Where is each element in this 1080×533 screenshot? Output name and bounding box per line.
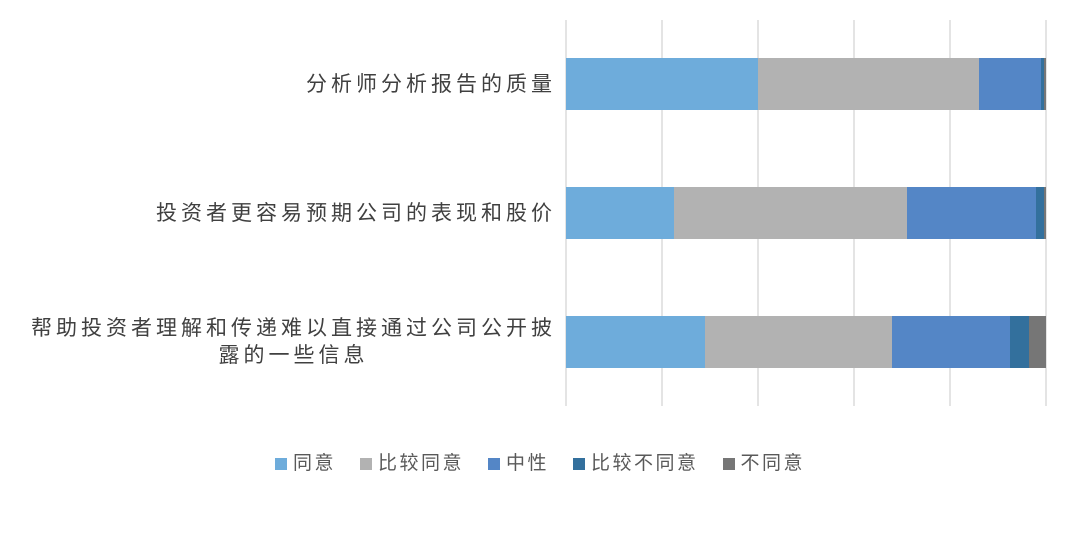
segment-同意 bbox=[566, 315, 706, 368]
segment-比较同意 bbox=[758, 58, 979, 111]
segment-比较不同意 bbox=[1036, 187, 1044, 239]
plot-area bbox=[565, 20, 1047, 406]
gridline-100pct bbox=[1045, 20, 1047, 406]
legend: 同意 比较同意 中性 比较不同意 不同意 bbox=[0, 451, 1080, 477]
legend-label: 比较不同意 bbox=[591, 453, 699, 474]
segment-不同意 bbox=[1043, 187, 1046, 239]
legend-item-同意: 同意 bbox=[274, 451, 336, 477]
bar-row-2 bbox=[566, 187, 1046, 239]
segment-比较同意 bbox=[705, 315, 893, 368]
category-label-1: 分析师分析报告的质量 bbox=[306, 71, 556, 96]
legend-label: 比较同意 bbox=[377, 453, 464, 474]
segment-比较不同意 bbox=[1041, 58, 1044, 111]
legend-label: 中性 bbox=[505, 453, 549, 474]
legend-item-不同意: 不同意 bbox=[722, 451, 806, 477]
legend-label: 同意 bbox=[292, 453, 336, 474]
segment-比较同意 bbox=[674, 187, 907, 239]
legend-item-比较不同意: 比较不同意 bbox=[573, 451, 699, 477]
legend-swatch-icon bbox=[359, 457, 372, 470]
legend-swatch-icon bbox=[573, 457, 585, 470]
segment-中性 bbox=[892, 315, 1010, 368]
segment-同意 bbox=[566, 58, 758, 111]
legend-item-中性: 中性 bbox=[487, 451, 549, 477]
category-label-3: 帮助投资者理解和传递难以直接通过公司公开披 露的一些信息 bbox=[31, 315, 556, 367]
segment-中性 bbox=[906, 187, 1037, 239]
bar-row-1 bbox=[566, 58, 1046, 111]
segment-不同意 bbox=[1029, 315, 1046, 368]
segment-不同意 bbox=[1043, 58, 1046, 111]
legend-swatch-icon bbox=[487, 457, 500, 470]
legend-item-比较同意: 比较同意 bbox=[359, 451, 464, 477]
bar-row-3 bbox=[566, 315, 1046, 368]
legend-swatch-icon bbox=[722, 457, 735, 470]
legend-swatch-icon bbox=[274, 457, 287, 470]
legend-label: 不同意 bbox=[740, 453, 806, 474]
segment-比较不同意 bbox=[1009, 315, 1030, 368]
segment-同意 bbox=[566, 187, 674, 239]
category-label-2: 投资者更容易预期公司的表现和股价 bbox=[156, 200, 556, 225]
segment-中性 bbox=[978, 58, 1042, 111]
